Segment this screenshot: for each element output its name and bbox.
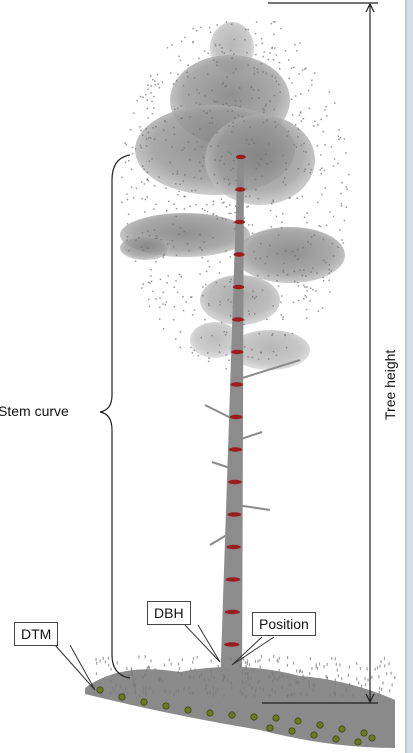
position-callout: Position <box>252 612 316 636</box>
stem-curve-marker <box>225 610 240 614</box>
stem-curve-marker <box>234 220 245 224</box>
ground-marker <box>97 687 103 693</box>
stem-curve-marker <box>224 642 239 646</box>
ground-marker <box>295 718 301 724</box>
stem-curve-marker <box>234 252 245 256</box>
ground-marker <box>141 699 147 705</box>
stem-curve-marker <box>228 480 242 484</box>
stem-curve-marker <box>231 350 243 354</box>
dtm-callout: DTM <box>14 622 58 646</box>
ground-marker <box>317 722 323 728</box>
ground-marker <box>333 736 339 742</box>
stem-curve-marker <box>230 415 243 419</box>
ground-marker <box>267 725 273 731</box>
ground-marker <box>251 714 257 720</box>
stem-curve-marker <box>233 285 245 289</box>
dbh-callout: DBH <box>147 601 191 625</box>
ground-marker <box>355 739 361 745</box>
stem-curve-marker <box>227 512 241 516</box>
stem-curve-marker <box>226 577 241 581</box>
stem-curve-marker <box>236 155 246 159</box>
stem-curve-marker <box>226 545 240 549</box>
ground-marker <box>119 694 125 700</box>
side-branches <box>205 360 300 545</box>
ground-marker <box>311 732 317 738</box>
stem-curve-label: Stem curve <box>0 403 69 419</box>
ground-marker <box>207 710 213 716</box>
ground-marker <box>339 726 345 732</box>
ground-point-cloud <box>85 667 395 748</box>
ground-marker <box>289 728 295 734</box>
ground-marker <box>369 735 375 741</box>
stem-curve-marker <box>232 317 244 321</box>
ground-marker <box>361 730 367 736</box>
ground-marker <box>229 712 235 718</box>
ground-marker <box>185 707 191 713</box>
stem-curve-marker <box>229 447 242 451</box>
tree-height-label: Tree height <box>382 350 398 420</box>
ground-marker <box>163 703 169 709</box>
ground-marker <box>273 715 279 721</box>
stem-curve-marker <box>235 187 245 191</box>
stem-curve-marker <box>230 382 243 386</box>
